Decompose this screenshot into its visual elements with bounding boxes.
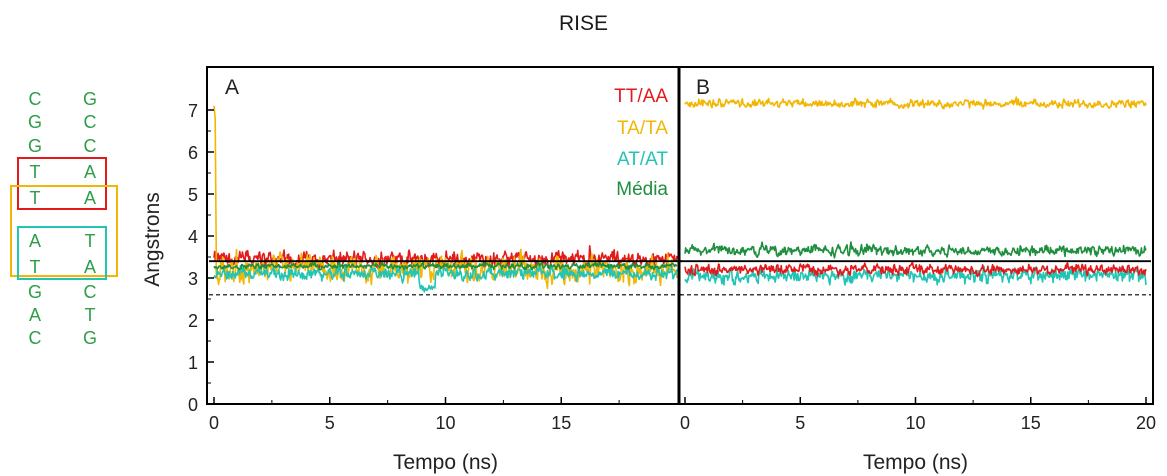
base-right: T — [85, 305, 96, 325]
base-left: A — [29, 305, 41, 325]
panel-b — [680, 96, 1151, 296]
y-axis-label: Angstrons — [141, 192, 164, 287]
legend-item: AT/AT — [617, 149, 668, 170]
x-tick-label: 5 — [795, 413, 805, 433]
base-left: T — [30, 257, 41, 277]
panel-label-b: B — [696, 76, 710, 99]
series-line-mdia — [213, 259, 678, 271]
y-tick-label: 4 — [188, 227, 198, 247]
x-tick-label: 0 — [209, 413, 219, 433]
x-tick-label: 10 — [435, 413, 455, 433]
base-left: T — [30, 188, 41, 208]
base-right: G — [83, 328, 97, 348]
legend-item: TT/AA — [614, 86, 668, 107]
chart-title: RISE — [558, 12, 608, 35]
y-tick-label: 5 — [188, 185, 198, 205]
base-right: A — [84, 162, 96, 182]
panel-a — [209, 105, 682, 296]
base-left: A — [29, 231, 41, 251]
base-right: C — [84, 282, 97, 302]
x-axis-label: Tempo (ns) — [863, 451, 968, 474]
base-right: T — [85, 231, 96, 251]
axes: 0 1 2 3 4 5 6 7 0 5 10 15 Tempo (ns) 0 5 10 15 20 Tempo (n… — [141, 66, 1156, 474]
base-left: C — [29, 328, 42, 348]
step-box — [17, 226, 107, 280]
base-left: C — [29, 89, 42, 109]
legend-item: TA/TA — [617, 118, 668, 139]
base-left: G — [28, 136, 42, 156]
x-tick-label: 5 — [325, 413, 335, 433]
y-tick-label: 7 — [188, 101, 198, 121]
series-line-atat — [684, 265, 1147, 286]
x-tick-label: 0 — [680, 413, 690, 433]
x-tick-label: 10 — [905, 413, 925, 433]
base-right: G — [83, 89, 97, 109]
y-tick-label: 6 — [188, 143, 198, 163]
x-tick-label: 15 — [1021, 413, 1041, 433]
y-tick-label: 0 — [188, 395, 198, 415]
series-line-tata — [684, 96, 1147, 110]
base-right: A — [84, 188, 96, 208]
x-tick-label: 20 — [1136, 413, 1156, 433]
y-tick-label: 3 — [188, 269, 198, 289]
series-line-ttaa — [684, 260, 1147, 278]
step-box — [17, 157, 107, 210]
panel-label-a: A — [225, 76, 239, 99]
y-tick-label: 1 — [188, 353, 198, 373]
x-tick-label: 15 — [551, 413, 571, 433]
base-right: A — [84, 257, 96, 277]
legend-item: Média — [616, 179, 668, 200]
x-axis-label: Tempo (ns) — [393, 451, 498, 474]
base-left: G — [28, 112, 42, 132]
sequence-diagram: C GG CG CT AT AA TT AG CA TC G — [10, 89, 118, 348]
base-left: T — [30, 162, 41, 182]
step-box — [10, 185, 118, 277]
y-tick-label: 2 — [188, 311, 198, 331]
series-line-atat — [213, 263, 678, 293]
base-right: C — [84, 112, 97, 132]
base-left: G — [28, 282, 42, 302]
base-right: C — [84, 136, 97, 156]
series-line-mdia — [684, 241, 1147, 259]
